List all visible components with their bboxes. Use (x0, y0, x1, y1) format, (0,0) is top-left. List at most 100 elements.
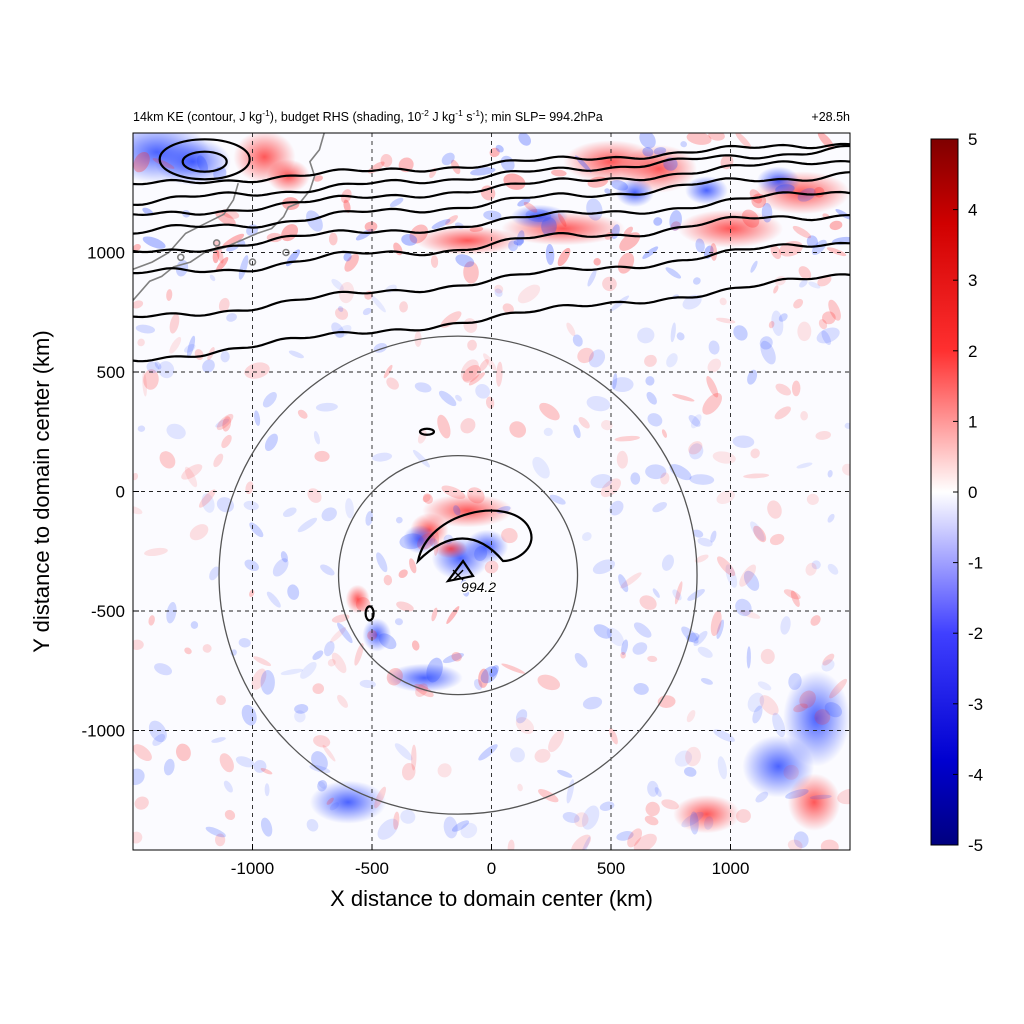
y-tick-label: 0 (116, 483, 125, 502)
ke-contour-storm (416, 509, 533, 565)
shading-speckle (670, 322, 676, 343)
shading-speckle (590, 474, 613, 489)
shading-speckle (735, 598, 752, 617)
shading-speckle (557, 213, 567, 227)
shading-speckle (647, 413, 663, 427)
shading-speckle (716, 556, 736, 577)
shading-speckle (574, 812, 589, 828)
shading-speckle (557, 769, 573, 778)
shading-speckle (344, 253, 359, 272)
shading-speckle (478, 668, 489, 688)
shading-speckle (133, 505, 143, 515)
shading-speckle (215, 418, 230, 428)
ke-contour-line (133, 190, 850, 254)
colorbar-tick-label: 1 (968, 412, 977, 431)
shading-speckle (474, 546, 488, 561)
shading-speckle (260, 670, 275, 695)
shading-speckle (820, 839, 839, 850)
shading-speckle (362, 307, 372, 316)
shading-speckle (551, 169, 567, 177)
shading-speckle (218, 297, 230, 313)
shading-speckle (437, 763, 452, 778)
shading-speckle (772, 712, 786, 738)
shading-speckle (783, 589, 801, 600)
shading-speckle (399, 533, 424, 550)
shading-speckle (515, 709, 528, 724)
shading-speckle (313, 175, 323, 182)
shading-speckle (732, 435, 755, 448)
shading-speckle (618, 574, 629, 593)
shading-speckle (750, 260, 758, 273)
shading-speckle (616, 450, 628, 469)
shading-speckle (441, 152, 455, 166)
shading-speckle (821, 659, 835, 672)
shading-speckle (580, 836, 591, 850)
shading-speckle (443, 816, 458, 839)
shading-speckle (496, 361, 503, 387)
shading-speckle (708, 340, 720, 355)
shading-speckle (460, 822, 478, 839)
forecast-time: +28.5h (811, 110, 850, 124)
shading-speckle (495, 144, 504, 153)
shading-speckle (661, 554, 674, 571)
shading-speckle (287, 584, 300, 600)
shading-speckle (437, 414, 451, 439)
shading-feature (685, 176, 729, 205)
shading-speckle (169, 336, 182, 354)
shading-speckle (811, 239, 827, 255)
shading-speckle (733, 325, 748, 341)
shading-speckle (753, 525, 767, 543)
shading-speckle (806, 235, 818, 249)
shading-speckle (793, 831, 809, 849)
coastline-island (212, 239, 221, 247)
shading-speckle (798, 266, 812, 280)
shading-speckle (415, 683, 428, 697)
shading-speckle (394, 743, 413, 761)
shading-speckle (518, 133, 531, 146)
shading-speckle (633, 833, 657, 850)
shading-speckle (793, 703, 808, 713)
range-circle (337, 455, 579, 696)
shading-feature (345, 584, 370, 614)
shading-speckle (485, 396, 495, 409)
shading-speckle (665, 267, 682, 279)
shading-speckle (674, 750, 693, 767)
shading-speckle (166, 289, 173, 301)
shading-speckle (582, 696, 603, 710)
shading-speckle (647, 655, 658, 662)
shading-speckle (829, 220, 843, 231)
y-tick-label: -500 (91, 602, 125, 621)
shading-speckle (716, 619, 725, 639)
shading-speckle (842, 463, 850, 476)
shading-speckle (775, 383, 792, 396)
shading-speckle (774, 406, 791, 420)
axis-ticks: -1000 -500 0 500 1000 -1000 -500 0 500 1000 (82, 244, 750, 879)
shading-speckle (331, 278, 344, 291)
shading-speckle (747, 369, 758, 385)
shading-speckle (216, 413, 234, 431)
shading-speckle (562, 812, 580, 823)
shading-speckle (808, 281, 821, 289)
shading-speckle (735, 133, 752, 150)
shading-speckle (137, 338, 145, 347)
shading-speckle (743, 570, 760, 591)
shading-speckle (377, 818, 399, 840)
shading-speckle (489, 665, 499, 678)
shading-speckle (135, 324, 156, 334)
shading-speckle (198, 489, 216, 508)
shading-feature (386, 663, 463, 693)
shading-speckle (315, 402, 338, 412)
y-tick-label: 500 (97, 363, 125, 382)
shading-speckle (680, 141, 688, 148)
shading-speckle (189, 524, 209, 541)
shading-speckle (354, 643, 364, 666)
shading-speckle (653, 147, 667, 155)
shading-speckle (712, 451, 736, 464)
colorbar-tick-label: -1 (968, 554, 983, 573)
shading-speckle (389, 197, 404, 208)
shading-speckle (338, 306, 344, 312)
shading-feature (673, 795, 741, 834)
shading-speckle (778, 313, 788, 322)
shading-speckle (717, 756, 727, 780)
